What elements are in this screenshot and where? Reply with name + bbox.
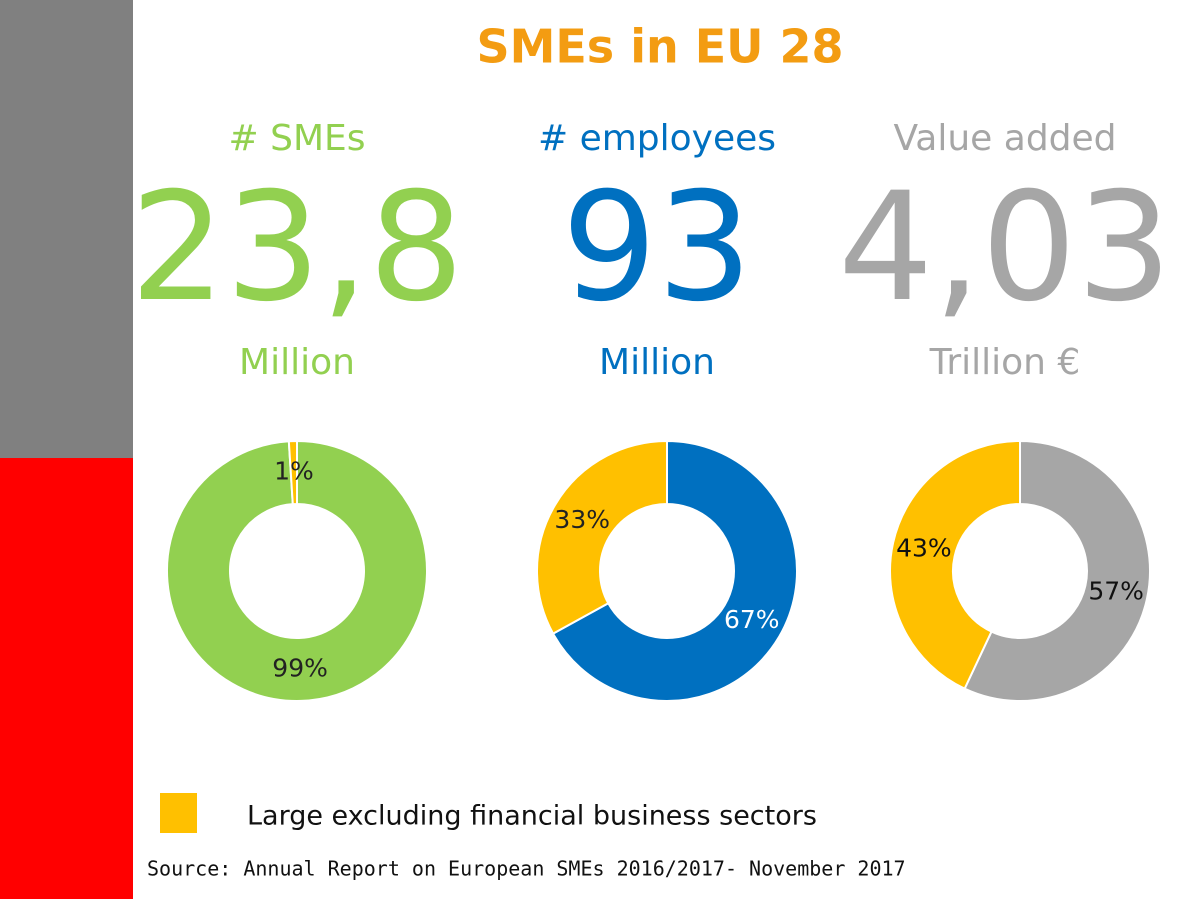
- donut-slice: [287, 439, 298, 506]
- source: Source: Annual Report on European SMEs 2…: [147, 857, 906, 881]
- value-label: 1%: [274, 457, 314, 486]
- value-label: 57%: [1088, 576, 1144, 605]
- side-bar-red: [0, 458, 133, 899]
- value-label: 67%: [724, 605, 780, 634]
- value-label: 43%: [896, 534, 952, 563]
- legend-swatch: [160, 793, 197, 833]
- value-label: 33%: [554, 505, 610, 534]
- panel-unit: Trillion €: [929, 342, 1081, 383]
- panel-heading: # SMEs: [228, 118, 365, 159]
- panel-heading: Value added: [893, 118, 1116, 159]
- panel-figure: 23,8: [130, 161, 464, 335]
- donut-slice: [551, 439, 798, 702]
- donut-slice: [166, 439, 428, 702]
- legend-label: Large excluding financial business secto…: [247, 801, 817, 832]
- panel-unit: Million: [599, 342, 715, 383]
- title: SMEs in EU 28: [476, 20, 843, 74]
- panel-figure: 4,03: [838, 161, 1172, 335]
- donut-slice: [536, 439, 668, 635]
- donut-slice: [963, 439, 1151, 702]
- side-bar-gray: [0, 0, 133, 458]
- value-label: 99%: [272, 653, 328, 682]
- donut-slice: [889, 439, 1021, 690]
- panel-unit: Million: [239, 342, 355, 383]
- panel-heading: # employees: [538, 118, 776, 159]
- panel-figure: 93: [562, 161, 753, 335]
